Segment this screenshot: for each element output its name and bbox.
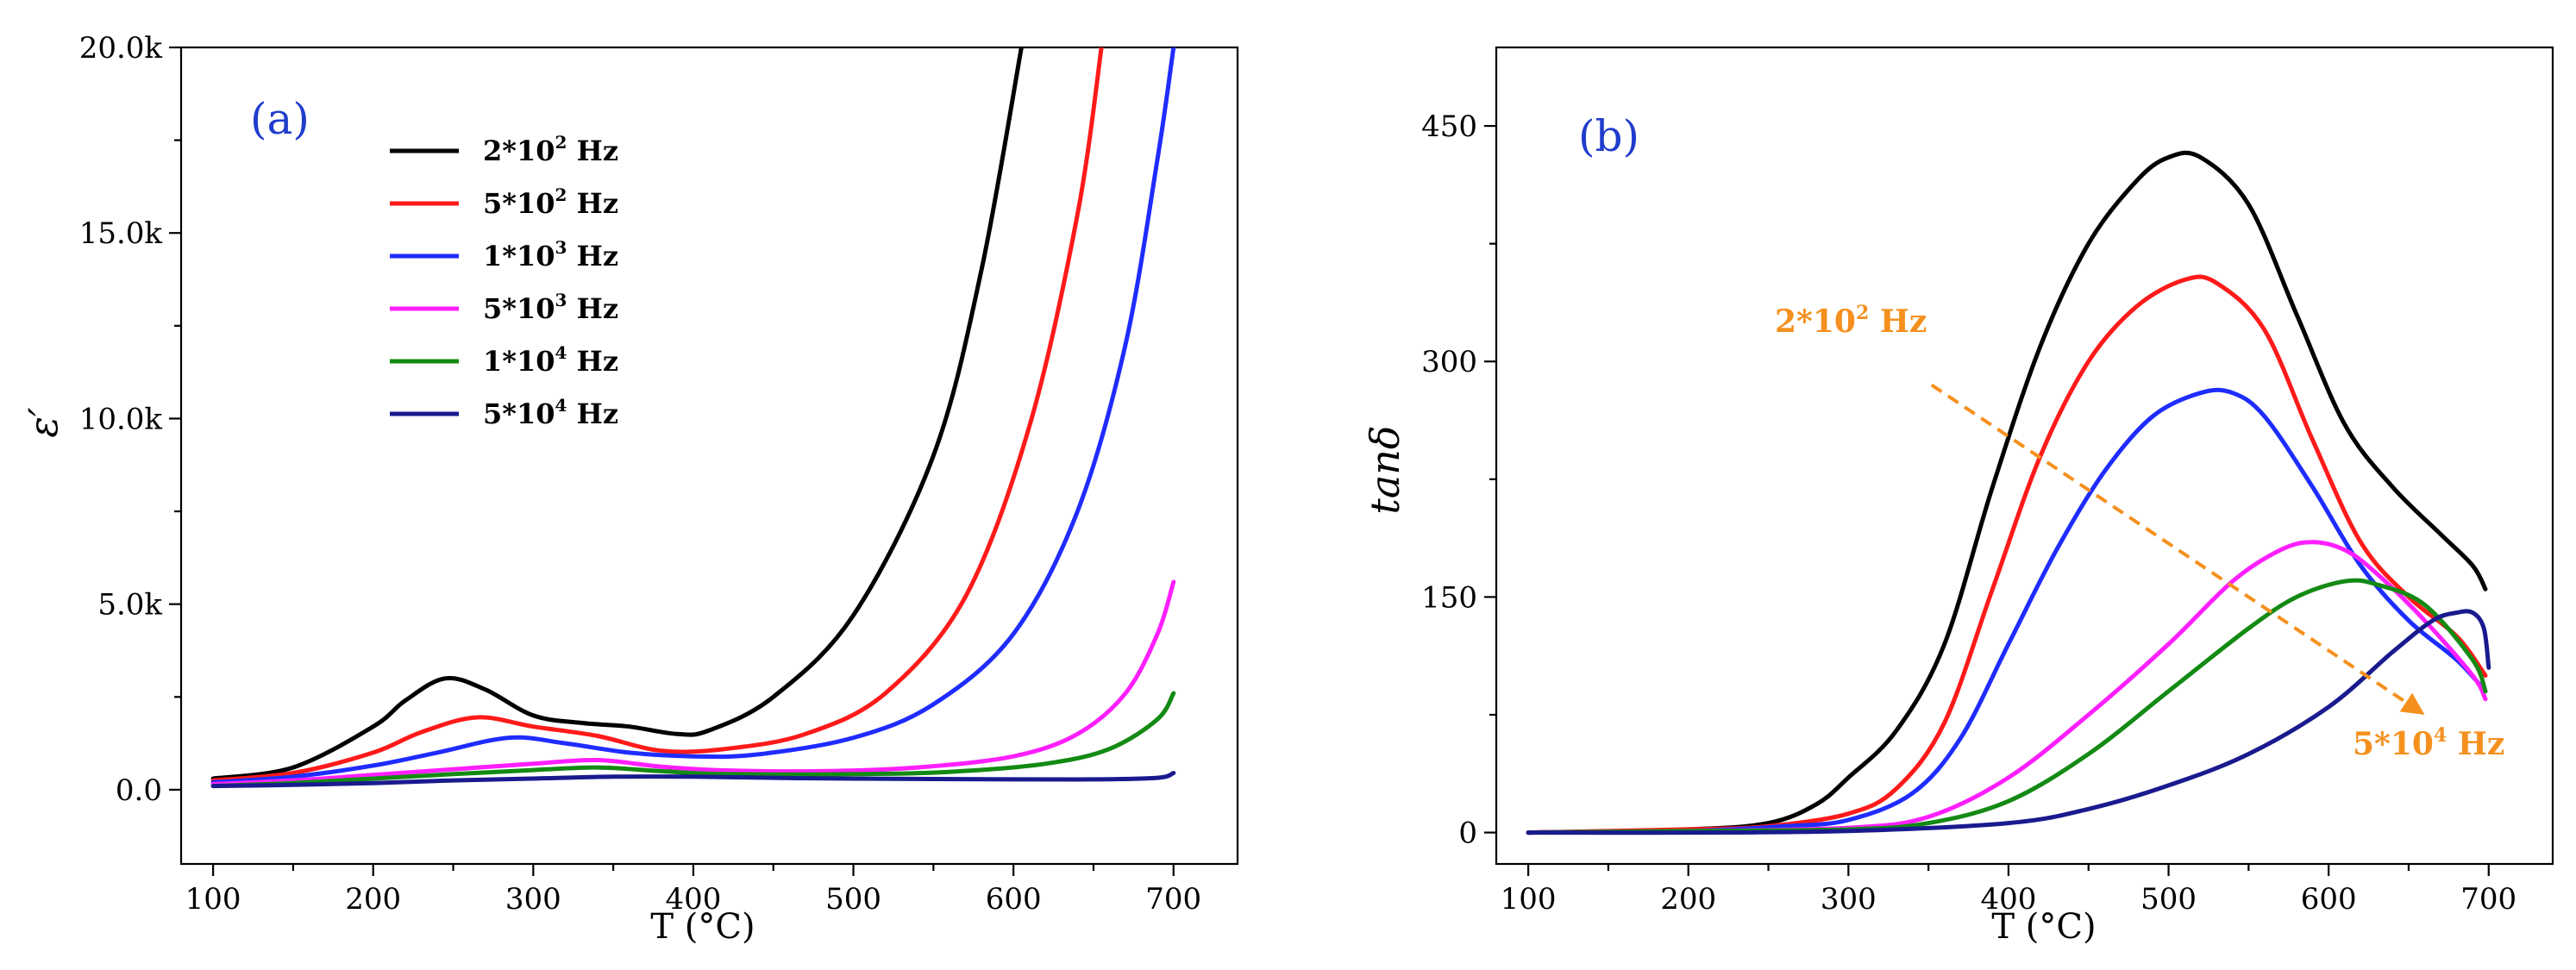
x-tick-label: 400 bbox=[665, 882, 721, 917]
panel-a-label: (a) bbox=[250, 94, 310, 144]
panel-b-chart: 100 200 300 400 500 600 700 0 150 300 450 (b) T (°… bbox=[1362, 46, 2554, 947]
series-line-1 bbox=[1526, 150, 2488, 835]
series-line-6 bbox=[1526, 609, 2491, 835]
x-tick-label: 100 bbox=[1501, 882, 1557, 917]
panel-a-chart: 100 200 300 400 500 600 700 0.0 5.0k 10.0k 15.0k 20… bbox=[20, 31, 1239, 947]
panel-b-axes: 100 200 300 400 500 600 700 0 150 300 450 bbox=[1421, 46, 2554, 917]
x-tick-label: 700 bbox=[2460, 882, 2516, 917]
x-tick-label: 100 bbox=[185, 882, 241, 917]
x-tick-label: 600 bbox=[2301, 882, 2357, 917]
panel-b-x-axis-label: T (°C) bbox=[1991, 907, 2096, 947]
series-line-6 bbox=[210, 771, 1176, 789]
legend-entry: 5*104 Hz bbox=[483, 395, 618, 430]
y-tick-label: 20.0k bbox=[79, 31, 163, 66]
legend-entry: 5*102 Hz bbox=[483, 185, 618, 220]
x-tick-label: 400 bbox=[1980, 882, 2036, 917]
y-tick-label: 0.0 bbox=[116, 773, 162, 808]
panel-a-y-axis-label: ε′ bbox=[20, 407, 66, 438]
series-line-1 bbox=[210, 47, 1024, 781]
trend-arrow-head bbox=[2399, 692, 2425, 715]
y-tick-label: 15.0k bbox=[79, 216, 163, 251]
x-tick-label: 200 bbox=[1660, 882, 1716, 917]
x-tick-label: 300 bbox=[1821, 882, 1877, 917]
series-line-3 bbox=[210, 47, 1176, 785]
y-tick-label: 300 bbox=[1421, 345, 1477, 379]
panel-a-x-axis-label: T (°C) bbox=[650, 907, 755, 947]
series-line-2 bbox=[1526, 274, 2488, 835]
panel-b-annotations: 2*102 Hz 5*104 Hz bbox=[1775, 302, 2504, 762]
y-tick-label: 450 bbox=[1421, 110, 1477, 144]
series-line-5 bbox=[210, 691, 1176, 789]
panel-a-legend: 2*102 Hz 5*102 Hz 1*103 Hz 5*103 Hz 1*104 Hz… bbox=[390, 132, 618, 430]
plot-frame bbox=[179, 46, 1239, 866]
x-tick-label: 500 bbox=[825, 882, 881, 917]
frequency-annotation: 2*102 Hz bbox=[1775, 302, 1927, 340]
x-tick-label: 500 bbox=[2140, 882, 2197, 917]
y-tick-label: 150 bbox=[1421, 580, 1477, 615]
y-tick-label: 5.0k bbox=[97, 588, 162, 623]
legend-entry: 5*103 Hz bbox=[483, 290, 618, 325]
legend-entry: 1*103 Hz bbox=[483, 237, 618, 272]
panel-b-series bbox=[1526, 150, 2491, 835]
legend-entry: 1*104 Hz bbox=[483, 342, 618, 378]
legend-entry: 2*102 Hz bbox=[483, 132, 618, 167]
frequency-annotation: 5*104 Hz bbox=[2353, 724, 2504, 762]
y-tick-label: 0 bbox=[1458, 817, 1477, 851]
panel-a-series bbox=[210, 47, 1176, 789]
series-line-4 bbox=[210, 579, 1176, 786]
panel-b-y-axis-label: tanδ bbox=[1362, 425, 1408, 514]
series-line-3 bbox=[1526, 387, 2488, 835]
plot-frame bbox=[1495, 46, 2554, 866]
series-line-2 bbox=[210, 47, 1104, 783]
series-line-4 bbox=[1526, 540, 2488, 835]
x-tick-label: 600 bbox=[986, 882, 1042, 917]
x-tick-label: 300 bbox=[505, 882, 561, 917]
panel-a-axes: 100 200 300 400 500 600 700 0.0 5.0k 10.0k 15.0k 20… bbox=[79, 31, 1239, 917]
series-line-5 bbox=[1526, 578, 2488, 835]
x-tick-label: 200 bbox=[345, 882, 401, 917]
panel-b-label: (b) bbox=[1578, 111, 1639, 161]
y-tick-label: 10.0k bbox=[79, 402, 163, 436]
x-tick-label: 700 bbox=[1145, 882, 1201, 917]
